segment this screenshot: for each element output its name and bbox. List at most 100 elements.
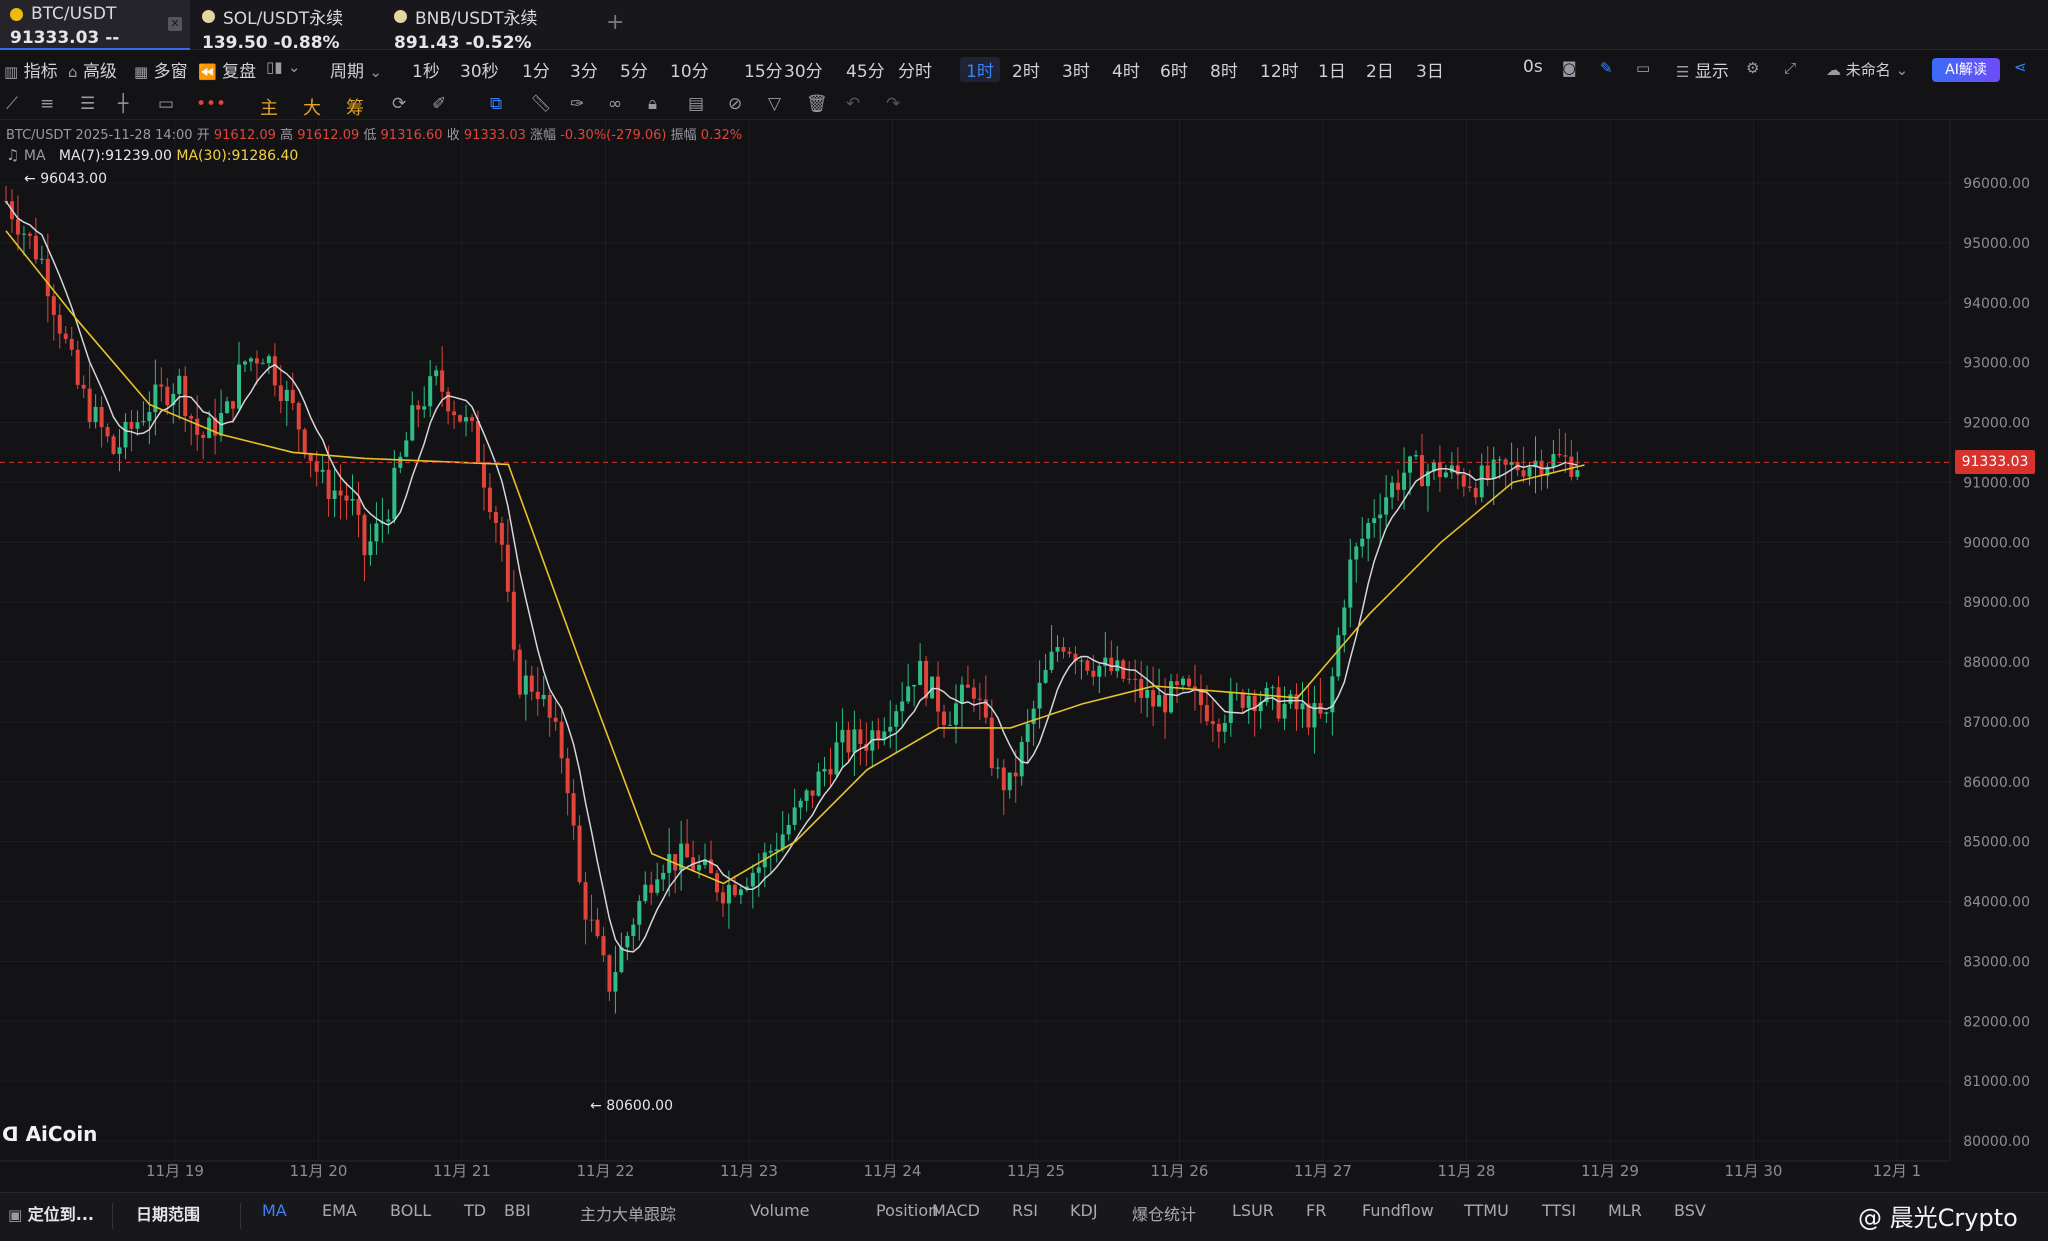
brush-icon[interactable]: ✐ bbox=[432, 94, 447, 114]
interval-10[interactable]: 1时 bbox=[960, 57, 1000, 82]
pencil-icon[interactable]: ✎ bbox=[1600, 59, 1613, 77]
interval-1[interactable]: 30秒 bbox=[460, 62, 499, 82]
interval-14[interactable]: 6时 bbox=[1160, 62, 1188, 82]
interval-7[interactable]: 30分 bbox=[784, 62, 823, 82]
big-order-button[interactable]: 大 bbox=[303, 98, 321, 119]
candle-body bbox=[511, 591, 516, 650]
indicator-tab-11[interactable]: 爆仓统计 bbox=[1132, 1205, 1197, 1224]
tab-btc[interactable]: BTC/USDT 91333.03 -- ✕ bbox=[0, 0, 190, 50]
channel-icon[interactable]: ☰ bbox=[80, 94, 96, 114]
indicator-tab-14[interactable]: Fundflow bbox=[1362, 1201, 1434, 1220]
candle-body bbox=[1473, 487, 1478, 498]
pen-icon[interactable]: ✑ bbox=[570, 94, 585, 114]
price-chart[interactable]: 96000.00 95000.00 94000.00 93000.00 92000.00… bbox=[0, 121, 2048, 1191]
interval-2[interactable]: 1分 bbox=[522, 62, 550, 82]
hlines-icon[interactable]: ≡ bbox=[40, 94, 55, 114]
indicator-tab-1[interactable]: EMA bbox=[322, 1201, 357, 1220]
main-indicator-button[interactable]: 主 bbox=[260, 98, 278, 119]
indicator-tab-4[interactable]: BBI bbox=[504, 1201, 531, 1220]
indicator-tab-9[interactable]: RSI bbox=[1012, 1201, 1038, 1220]
locate-button[interactable]: ▣ 定位到... bbox=[8, 1201, 94, 1225]
interval-15[interactable]: 8时 bbox=[1210, 62, 1238, 82]
indicator-tab-13[interactable]: FR bbox=[1306, 1201, 1327, 1220]
redo-icon[interactable]: ↷ bbox=[886, 94, 901, 114]
indicator-tab-2[interactable]: BOLL bbox=[390, 1201, 432, 1220]
fullscreen-icon[interactable]: ⤢ bbox=[1784, 59, 1797, 77]
interval-11[interactable]: 2时 bbox=[1012, 62, 1040, 82]
gear-icon[interactable]: ⚙ bbox=[1746, 59, 1760, 77]
candle-body bbox=[697, 864, 702, 871]
interval-19[interactable]: 3日 bbox=[1416, 62, 1444, 82]
share-icon[interactable]: ⋖ bbox=[2014, 58, 2027, 76]
tab-symbol: SOL/USDT永续 bbox=[223, 9, 344, 29]
advanced-button[interactable]: ⌂ 高级 bbox=[68, 57, 117, 82]
y-tick-label: 83000.00 bbox=[1963, 954, 2030, 970]
tab-bnb[interactable]: BNB/USDT永续 891.43 -0.52% bbox=[384, 0, 584, 53]
interval-8[interactable]: 45分 bbox=[846, 62, 885, 82]
interval-5[interactable]: 10分 bbox=[670, 62, 709, 82]
tab-sol[interactable]: SOL/USDT永续 139.50 -0.88% bbox=[192, 0, 382, 53]
candle-body bbox=[51, 296, 56, 315]
indicator-tab-8[interactable]: MACD bbox=[932, 1201, 980, 1220]
interval-4[interactable]: 5分 bbox=[620, 62, 648, 82]
indicator-tab-7[interactable]: Position bbox=[876, 1201, 939, 1220]
candle-body bbox=[1431, 462, 1436, 472]
link-icon[interactable]: ⊘ bbox=[728, 94, 743, 114]
interval-9[interactable]: 分时 bbox=[898, 62, 932, 82]
indicator-tab-5[interactable]: 主力大单跟踪 bbox=[580, 1205, 677, 1224]
chat-icon[interactable]: ▭ bbox=[1636, 59, 1651, 77]
indicator-tab-16[interactable]: TTSI bbox=[1542, 1201, 1577, 1220]
note-icon[interactable]: ▤ bbox=[688, 94, 705, 114]
interval-13[interactable]: 4时 bbox=[1112, 62, 1140, 82]
layout-name-button[interactable]: ☁ 未命名 ⌄ bbox=[1826, 59, 1908, 80]
indicator-button[interactable]: ▥ 指标 bbox=[4, 57, 58, 82]
candle-body bbox=[452, 411, 457, 416]
chart-type-button[interactable]: ▯▮ ⌄ bbox=[266, 57, 301, 77]
binoculars-icon[interactable]: ∞ bbox=[608, 94, 623, 114]
trendline-icon[interactable]: ⟋ bbox=[6, 94, 18, 114]
interval-6[interactable]: 15分 bbox=[744, 62, 783, 82]
indicator-tab-15[interactable]: TTMU bbox=[1464, 1201, 1509, 1220]
ruler-icon[interactable]: 📏︎ bbox=[530, 94, 552, 114]
more-tools-icon[interactable]: ••• bbox=[196, 94, 227, 114]
chips-button[interactable]: 筹 bbox=[346, 98, 364, 119]
interval-17[interactable]: 1日 bbox=[1318, 62, 1346, 82]
candle-body bbox=[1354, 546, 1359, 560]
display-button[interactable]: ☰ 显示 bbox=[1676, 57, 1729, 82]
interval-18[interactable]: 2日 bbox=[1366, 62, 1394, 82]
candle-body bbox=[1282, 703, 1287, 719]
add-tab-icon[interactable]: + bbox=[606, 10, 625, 35]
lock-icon[interactable]: 🔒︎ bbox=[648, 94, 658, 114]
date-range-button[interactable]: 日期范围 bbox=[136, 1205, 201, 1224]
rectangle-icon[interactable]: ▭ bbox=[158, 94, 175, 114]
indicator-tab-12[interactable]: LSUR bbox=[1232, 1201, 1274, 1220]
filter-icon[interactable]: ▽ bbox=[768, 94, 782, 114]
indicator-tab-10[interactable]: KDJ bbox=[1070, 1201, 1098, 1220]
close-icon[interactable]: ✕ bbox=[168, 17, 182, 31]
camera-icon[interactable]: ◙ bbox=[1562, 59, 1577, 77]
period-button[interactable]: 周期 ⌄ bbox=[330, 57, 382, 82]
indicator-tab-18[interactable]: BSV bbox=[1674, 1201, 1706, 1220]
replay-button[interactable]: ⏪ 复盘 bbox=[198, 57, 256, 82]
indicator-tab-6[interactable]: Volume bbox=[750, 1201, 810, 1220]
crosshair-icon[interactable]: ┼ bbox=[118, 94, 129, 114]
indicator-tab-17[interactable]: MLR bbox=[1608, 1201, 1642, 1220]
multi-window-button[interactable]: ▦ 多窗 bbox=[134, 57, 188, 82]
bell-icon[interactable]: ♫ bbox=[6, 146, 20, 164]
candle-body bbox=[1079, 660, 1084, 662]
y-tick-label: 96000.00 bbox=[1963, 176, 2030, 192]
y-tick-label: 82000.00 bbox=[1963, 1014, 2030, 1030]
undo-icon[interactable]: ↶ bbox=[846, 94, 861, 114]
trash-icon[interactable]: 🗑︎ bbox=[806, 94, 828, 114]
interval-16[interactable]: 12时 bbox=[1260, 62, 1299, 82]
interval-3[interactable]: 3分 bbox=[570, 62, 598, 82]
indicator-tab-3[interactable]: TD bbox=[464, 1201, 487, 1220]
interval-12[interactable]: 3时 bbox=[1062, 62, 1090, 82]
ai-interpret-button[interactable]: AI解读 bbox=[1932, 58, 2000, 82]
magnet-icon[interactable]: ⧉ bbox=[490, 94, 503, 114]
indicator-tab-0[interactable]: MA bbox=[262, 1201, 287, 1220]
sync-icon[interactable]: ⟳ bbox=[392, 94, 407, 114]
amp-label: 振幅 bbox=[670, 128, 697, 143]
candle-body bbox=[714, 873, 719, 893]
interval-0[interactable]: 1秒 bbox=[412, 62, 440, 82]
